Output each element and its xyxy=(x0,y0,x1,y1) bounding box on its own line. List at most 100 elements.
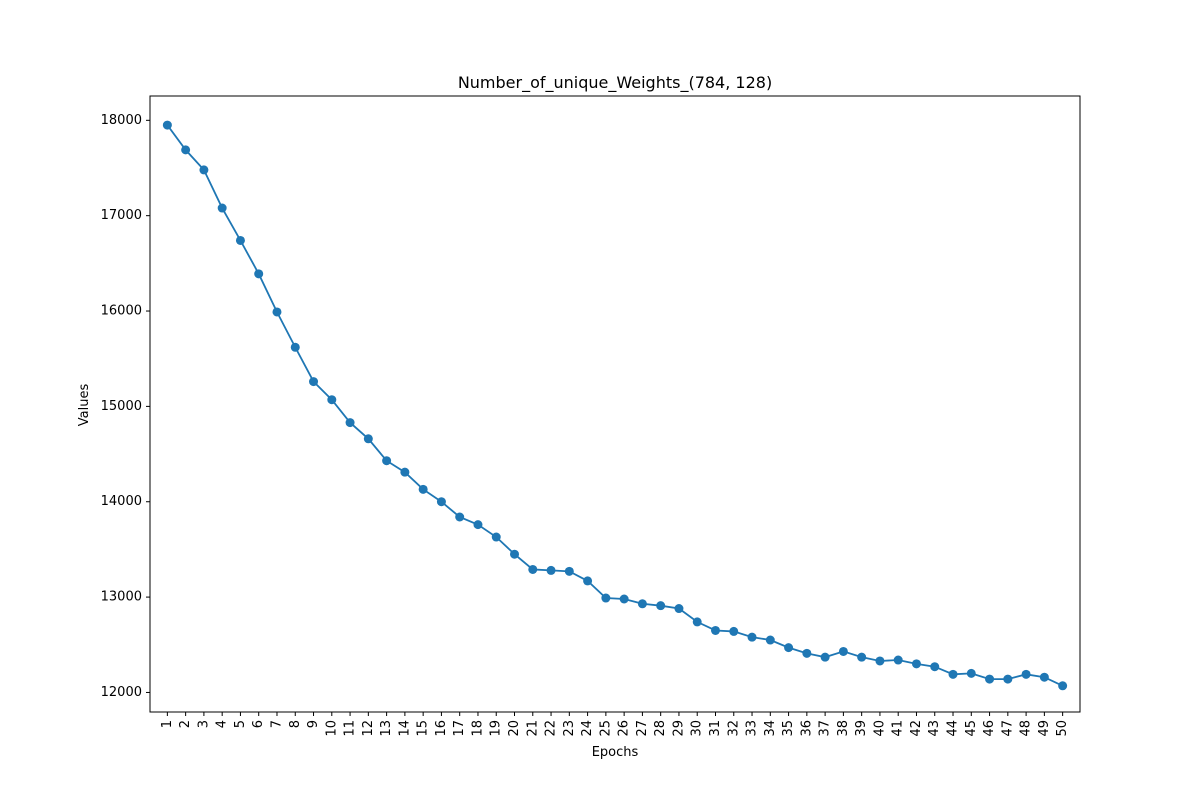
y-axis-label: Values xyxy=(77,384,92,427)
data-point xyxy=(1021,669,1031,679)
x-tick-label: 42 xyxy=(909,720,924,737)
data-point xyxy=(436,497,446,507)
series-line xyxy=(166,124,1064,687)
x-tick-label: 23 xyxy=(562,720,577,737)
x-tick-label: 46 xyxy=(982,720,997,737)
data-point xyxy=(875,656,885,666)
data-point xyxy=(181,145,191,155)
data-point xyxy=(510,549,520,559)
data-point xyxy=(473,520,483,530)
data-point xyxy=(254,269,264,279)
data-point xyxy=(162,120,172,130)
x-tick-label: 18 xyxy=(470,720,485,737)
y-tick-label: 17000 xyxy=(101,208,142,223)
data-point xyxy=(802,648,812,658)
y-tick-label: 15000 xyxy=(101,399,142,414)
data-point xyxy=(765,635,775,645)
x-tick-label: 21 xyxy=(525,720,540,737)
data-point xyxy=(857,652,867,662)
x-tick-label: 7 xyxy=(269,720,284,728)
data-point xyxy=(491,532,501,542)
data-point xyxy=(820,652,830,662)
data-point xyxy=(966,668,976,678)
data-point xyxy=(528,564,538,574)
x-tick-label: 17 xyxy=(452,720,467,737)
data-point xyxy=(327,395,337,405)
x-tick-label: 12 xyxy=(361,720,376,737)
x-tick-label: 33 xyxy=(745,720,760,737)
chart-title: Number_of_unique_Weights_(784, 128) xyxy=(458,73,772,93)
x-tick-label: 31 xyxy=(708,720,723,737)
x-tick-label: 39 xyxy=(854,720,869,737)
data-point xyxy=(400,467,410,477)
data-point xyxy=(1003,674,1013,684)
data-point xyxy=(692,617,702,627)
data-point xyxy=(930,662,940,672)
data-point xyxy=(710,625,720,635)
data-point xyxy=(656,601,666,611)
y-tick-label: 13000 xyxy=(101,590,142,605)
data-point xyxy=(418,484,428,494)
x-tick-label: 45 xyxy=(964,720,979,737)
data-point xyxy=(217,203,227,213)
data-point xyxy=(948,669,958,679)
x-tick-label: 36 xyxy=(799,720,814,737)
y-tick-label: 16000 xyxy=(101,304,142,319)
x-tick-label: 50 xyxy=(1055,720,1070,737)
x-tick-label: 38 xyxy=(836,720,851,737)
y-tick-label: 12000 xyxy=(101,685,142,700)
data-point xyxy=(363,434,373,444)
plot-frame xyxy=(149,95,1081,713)
x-axis-label: Epochs xyxy=(592,745,639,760)
x-tick-label: 40 xyxy=(872,720,887,737)
x-tick-label: 6 xyxy=(251,720,266,728)
x-tick-label: 3 xyxy=(196,720,211,728)
data-point xyxy=(564,566,574,576)
x-tick-label: 10 xyxy=(324,720,339,737)
x-tick-label: 30 xyxy=(690,720,705,737)
x-tick-label: 9 xyxy=(306,720,321,728)
x-tick-label: 16 xyxy=(434,720,449,737)
data-point xyxy=(583,576,593,586)
data-point xyxy=(985,674,995,684)
x-tick-label: 4 xyxy=(215,720,230,728)
x-tick-label: 11 xyxy=(343,720,358,737)
x-tick-label: 44 xyxy=(946,720,961,737)
y-tick-label: 14000 xyxy=(101,494,142,509)
x-tick-label: 25 xyxy=(598,720,613,737)
data-point xyxy=(290,342,300,352)
y-axis: 12000 13000 14000 15000 16000 17000 18000 xyxy=(101,113,150,700)
x-tick-label: 28 xyxy=(653,720,668,737)
data-point xyxy=(893,655,903,665)
x-tick-label: 5 xyxy=(233,720,248,728)
x-tick-label: 49 xyxy=(1037,720,1052,737)
data-point xyxy=(637,599,647,609)
y-tick-label: 18000 xyxy=(101,113,142,128)
x-tick-label: 15 xyxy=(416,720,431,737)
x-tick-label: 14 xyxy=(397,720,412,737)
x-tick-label: 8 xyxy=(288,720,303,728)
x-tick-label: 24 xyxy=(580,720,595,737)
data-point xyxy=(784,643,794,653)
plot-area xyxy=(162,120,1068,691)
x-tick-label: 29 xyxy=(671,720,686,737)
data-point xyxy=(455,512,465,522)
x-tick-label: 37 xyxy=(818,720,833,737)
x-tick-label: 47 xyxy=(1000,720,1015,737)
data-point xyxy=(309,377,319,387)
x-tick-label: 27 xyxy=(635,720,650,737)
x-axis: 1 2 3 4 5 6 7 8 9 10 11 12 13 14 15 16 17 18 19 20 21 22 23 24 2… xyxy=(160,712,1070,737)
data-point xyxy=(235,235,245,245)
data-point xyxy=(729,626,739,636)
data-point xyxy=(747,632,757,642)
x-tick-label: 20 xyxy=(507,720,522,737)
data-point xyxy=(601,593,611,603)
x-tick-label: 26 xyxy=(617,720,632,737)
x-tick-label: 35 xyxy=(781,720,796,737)
x-tick-label: 32 xyxy=(726,720,741,737)
data-point xyxy=(382,456,392,466)
data-point xyxy=(911,659,921,669)
x-tick-label: 48 xyxy=(1019,720,1034,737)
